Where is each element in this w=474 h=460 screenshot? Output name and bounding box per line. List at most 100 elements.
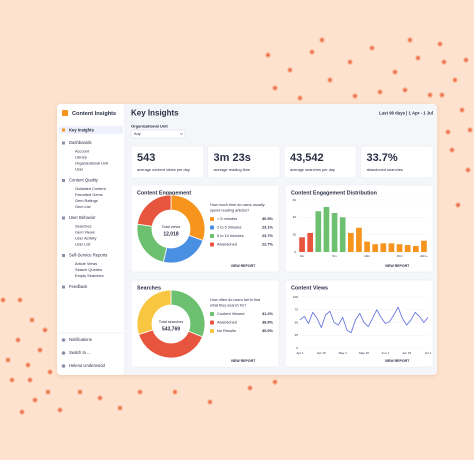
x-tick-label: 0m	[300, 254, 305, 258]
footer-item[interactable]: Helena Underwood	[69, 363, 106, 368]
dot-core	[461, 109, 463, 111]
y-tick-label: 25	[295, 333, 299, 337]
dot-core	[267, 54, 269, 56]
legend-swatch	[210, 329, 214, 333]
dot-core	[49, 371, 51, 373]
legend-swatch	[210, 225, 214, 230]
footer-item[interactable]: Switch to ...	[69, 350, 91, 355]
y-tick-label: 75	[295, 308, 299, 312]
legend-value: 22.7%	[262, 242, 274, 247]
nav-section[interactable]: Feedback	[69, 284, 88, 289]
y-tick-label: 0	[294, 250, 296, 254]
nav-section[interactable]: Content Quality	[69, 178, 99, 183]
x-tick-label: 10m	[364, 254, 370, 258]
nav-item[interactable]: User Activity	[75, 236, 96, 241]
dot-core	[321, 39, 323, 41]
dot-core	[467, 169, 469, 171]
nav-item[interactable]: User	[75, 167, 84, 172]
chart-title: Content Engagement	[137, 190, 191, 196]
view-report-link[interactable]: VIEW REPORT	[385, 264, 410, 268]
dot-core	[311, 51, 313, 53]
background-dots	[0, 37, 473, 415]
nav-item[interactable]: Searches	[75, 224, 91, 229]
chart-title: Content Views	[291, 285, 328, 291]
x-tick-label: May 15	[359, 351, 369, 355]
dot-core	[7, 359, 9, 361]
dot-core	[443, 61, 445, 63]
dot-core	[299, 97, 301, 99]
dot-core	[451, 149, 453, 151]
nav-section[interactable]: User Behavior	[69, 215, 96, 220]
footer-icon	[61, 351, 66, 355]
bar	[339, 217, 346, 252]
kpi-label: average content views per day	[137, 167, 190, 172]
donut-slice	[136, 289, 172, 336]
bar	[356, 227, 362, 252]
legend-label: Abandoned	[217, 320, 237, 325]
y-tick-label: 60	[293, 198, 297, 202]
dot-core	[174, 391, 176, 393]
dot-core	[2, 299, 4, 301]
legend-value: 30.0%	[262, 328, 274, 333]
question: How much time do users usually	[210, 203, 265, 207]
bar	[331, 213, 338, 252]
dot-core	[31, 319, 33, 321]
legend-value: 30.5%	[262, 216, 274, 221]
nav-item[interactable]: Search Queries	[75, 267, 102, 272]
nav-item[interactable]: Key Insights	[69, 127, 95, 132]
legend-swatch	[210, 312, 214, 316]
dot-core	[404, 89, 406, 91]
nav-item[interactable]: Organizational Unit	[75, 161, 109, 166]
nav-item[interactable]: User List	[75, 242, 91, 247]
footer-icon	[61, 364, 66, 368]
nav-item[interactable]: Library	[75, 155, 87, 160]
nav-item[interactable]: Account	[75, 149, 90, 154]
dot-core	[47, 391, 49, 393]
nav-section[interactable]: Self-Service Reports	[69, 253, 107, 258]
legend-value: 38.8%	[262, 320, 274, 325]
nav-icon	[62, 216, 65, 220]
dot-core	[99, 397, 101, 399]
kpi-value: 3m 23s	[214, 152, 251, 164]
dot-core	[409, 39, 411, 41]
kpi-label: abandoned searches	[367, 167, 403, 172]
legend-label: < 5 minutes	[217, 216, 237, 221]
x-tick-label: Jul 1	[425, 351, 432, 355]
dot-core	[289, 69, 291, 71]
nav-item[interactable]: Outdated Content	[75, 186, 107, 191]
view-report-link[interactable]: VIEW REPORT	[231, 359, 256, 363]
nav-item[interactable]: Gem Views	[75, 230, 95, 235]
dot-core	[394, 71, 396, 73]
card	[207, 145, 281, 179]
nav-item[interactable]: Empty Searches	[75, 273, 104, 278]
dot-core	[59, 409, 61, 411]
nav-item[interactable]: Article Views	[75, 261, 97, 266]
nav-section[interactable]: Dashboards	[69, 140, 92, 145]
view-report-link[interactable]: VIEW REPORT	[231, 264, 256, 268]
kpi-value: 543	[137, 152, 155, 164]
filter-value[interactable]: Any	[134, 131, 141, 136]
legend-label: Abandoned	[217, 242, 237, 247]
nav-item[interactable]: Gem Ratings	[75, 198, 98, 203]
bar	[323, 206, 330, 252]
bar	[372, 244, 379, 252]
date-range[interactable]: Last 90 days | 1 Apr - 1 Jul	[379, 111, 433, 116]
donut-center-value: 543,769	[162, 326, 180, 332]
nav-item[interactable]: Favorited Gems	[75, 192, 103, 197]
filter-select[interactable]	[130, 129, 186, 139]
footer-icon	[61, 338, 66, 342]
x-tick-label: Apr 15	[317, 351, 326, 355]
x-tick-label: 15m	[397, 254, 403, 258]
legend-swatch	[210, 242, 214, 247]
y-tick-label: 0	[296, 346, 298, 350]
dot-core	[329, 79, 331, 81]
dot-core	[371, 47, 373, 49]
view-report-link[interactable]: VIEW REPORT	[385, 359, 410, 363]
brand: Content Insights	[72, 111, 116, 117]
donut-center-label: Total searches	[159, 320, 184, 324]
kpi-label: average reading time	[214, 167, 251, 172]
donut-center-value: 12,018	[163, 231, 179, 237]
footer-item[interactable]: Notifications	[69, 337, 92, 342]
nav-item[interactable]: Gem List	[75, 204, 91, 209]
